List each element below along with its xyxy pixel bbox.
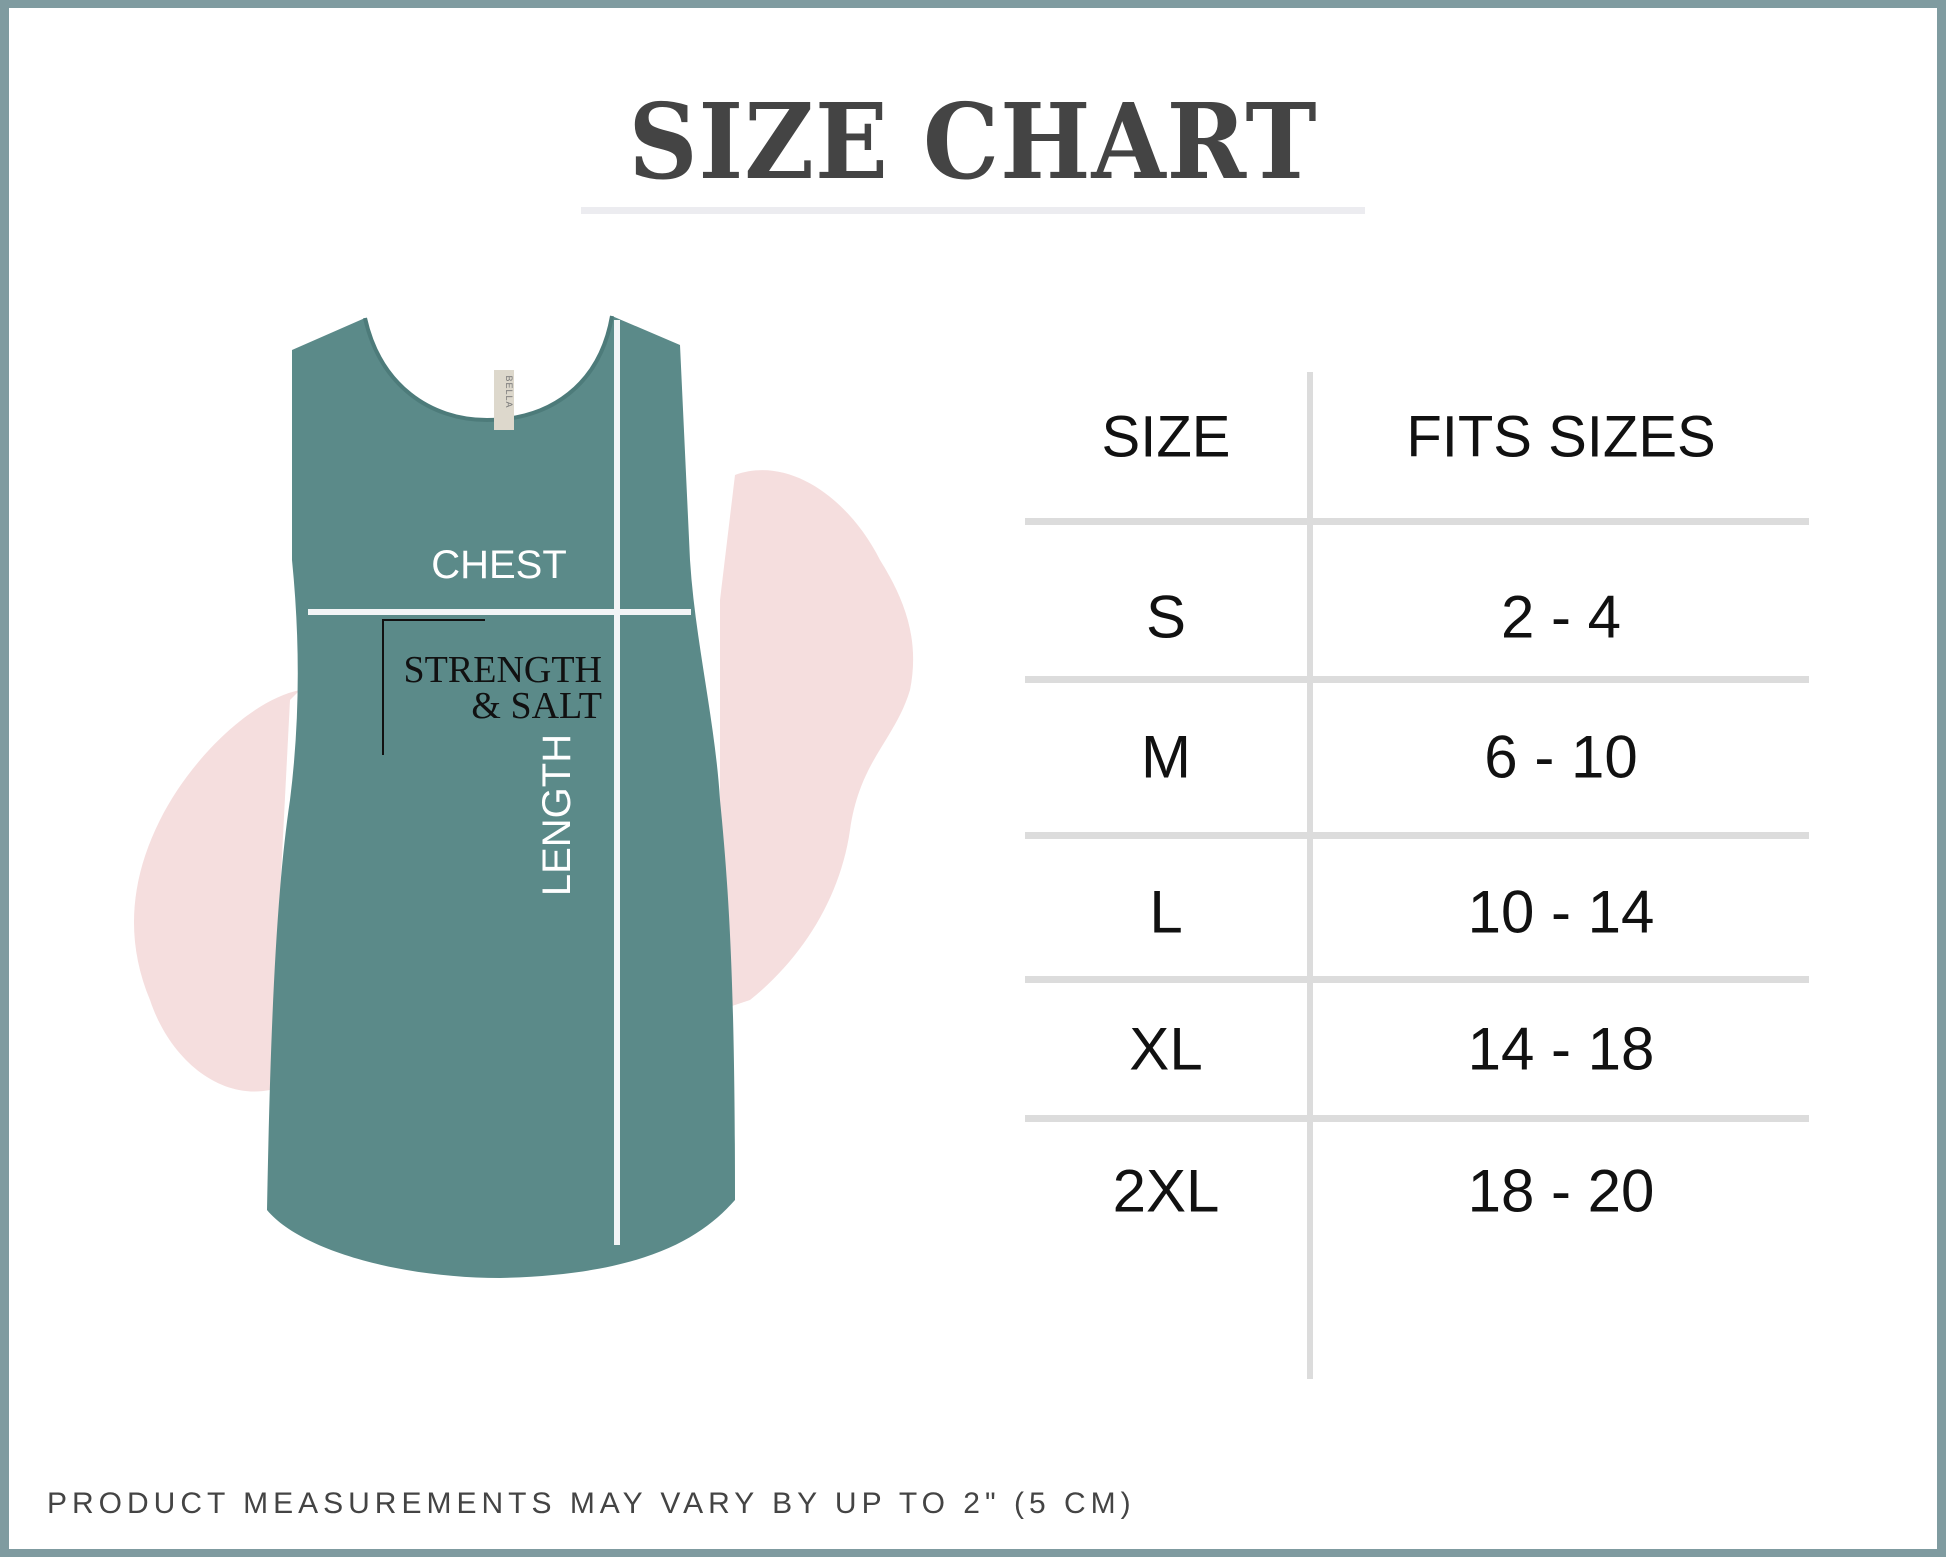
chest-label: CHEST [431,543,567,587]
page-title: SIZE CHART [628,80,1318,203]
brand-tag-text: BELLA [504,375,514,408]
row-fits: 18 - 20 [1467,1157,1655,1225]
row-size: 2XL [1112,1157,1220,1225]
row-fits: 14 - 18 [1467,1015,1655,1083]
brand-tag [494,370,514,430]
tank-top [267,316,735,1278]
pink-brush-blob [133,470,914,1092]
print-line-1: STRENGTH [404,649,602,691]
table-row-divider [1025,1115,1809,1122]
header-fits-sizes: FITS SIZES [1406,404,1716,470]
row-fits: 10 - 14 [1467,878,1655,946]
table-row-divider [1025,976,1809,983]
collar-seam [363,315,614,423]
table-row-divider [1025,676,1809,683]
chest-measure-line [308,609,691,615]
print-bracket [382,619,485,755]
row-fits: 6 - 10 [1484,723,1638,791]
row-size: S [1145,583,1187,651]
table-row-divider [1025,518,1809,525]
length-label: LENGTH [535,734,579,896]
header-size: SIZE [1101,404,1231,470]
length-measure-line [614,320,620,1245]
row-size: XL [1129,1015,1203,1083]
table-column-divider [1307,372,1313,1379]
row-size: M [1141,723,1191,791]
row-size: L [1149,878,1183,946]
print-line-2: & SALT [471,685,602,727]
title-underline [581,207,1365,214]
table-row-divider [1025,832,1809,839]
row-fits: 2 - 4 [1500,583,1622,651]
measurement-disclaimer: PRODUCT MEASUREMENTS MAY VARY BY UP TO 2… [47,1487,1136,1520]
